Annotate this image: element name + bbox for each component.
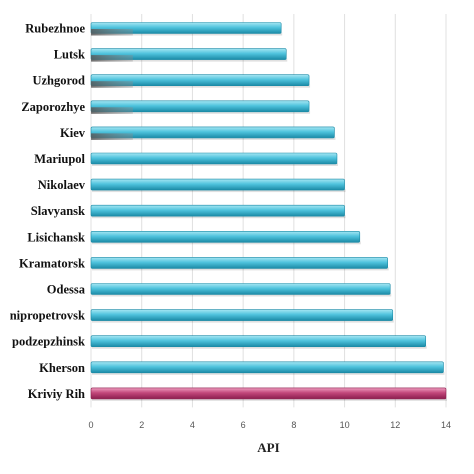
bar [90, 126, 336, 140]
x-tick-label: 10 [340, 420, 350, 430]
x-tick-label: 0 [88, 420, 93, 430]
bar-shadow [92, 136, 336, 140]
category-label: Odessa [47, 283, 86, 297]
x-tick-label: 14 [441, 420, 451, 430]
x-axis-title: API [257, 440, 279, 455]
bar [90, 152, 338, 166]
bar-rect [90, 309, 394, 321]
category-labels: Rubezhnoe Lutsk Uzhgorod Zaporozhye Kiev Mari… [10, 22, 86, 401]
category-label: podzepzhinsk [12, 335, 85, 349]
bar-shadow [92, 241, 361, 245]
bar-axis-shade [91, 107, 133, 114]
bar [90, 204, 346, 219]
bar-rect [90, 178, 345, 191]
bar-rect [90, 74, 310, 86]
x-tick-label: 6 [241, 420, 246, 430]
bars [90, 22, 447, 401]
bar-axis-shade [91, 133, 133, 140]
x-tick-label: 8 [291, 420, 296, 430]
bar-shadow [92, 371, 445, 375]
bar [90, 387, 447, 401]
x-tick-label: 12 [390, 420, 400, 430]
bar-shadow [92, 58, 288, 62]
bar-rect [90, 152, 338, 165]
bar-rect [90, 48, 287, 60]
bar [90, 309, 394, 323]
bar [90, 100, 311, 114]
bar [90, 178, 346, 193]
bar [90, 257, 389, 271]
bar [90, 335, 427, 349]
bar-shadow [92, 319, 394, 323]
category-label: Uzhgorod [32, 74, 85, 88]
bar-shadow [92, 345, 427, 349]
bar-shadow [92, 163, 338, 166]
category-label: Kiev [60, 126, 86, 140]
bar-shadow [92, 32, 283, 36]
category-label: Nikolaev [38, 178, 86, 192]
category-label: Kherson [39, 361, 85, 375]
category-label: Lutsk [54, 48, 85, 62]
bar-rect [90, 204, 345, 217]
bar [90, 283, 392, 297]
bar-rect [90, 257, 388, 269]
bar-axis-shade [91, 29, 133, 36]
bar-shadow [92, 215, 346, 219]
bar-rect [90, 100, 310, 113]
category-label: Zaporozhye [21, 100, 85, 114]
category-label: Lisichansk [27, 230, 85, 244]
bar-shadow [92, 293, 392, 297]
bar [90, 361, 445, 375]
x-tick-label: 4 [190, 420, 195, 430]
bar-shadow [92, 110, 311, 114]
bar-shadow [92, 397, 447, 401]
bar-rect [90, 361, 444, 374]
bar [90, 74, 311, 88]
bar-shadow [92, 267, 389, 271]
bar-rect [90, 22, 282, 34]
category-label: Slavyansk [31, 204, 85, 218]
bar-axis-shade [91, 81, 133, 88]
category-label: Mariupol [34, 152, 85, 166]
bar-shadow [92, 84, 311, 88]
bar-shadow [92, 189, 346, 193]
bar-rect [90, 283, 391, 295]
bar [90, 48, 288, 62]
bar [90, 22, 283, 36]
bar [90, 231, 361, 245]
x-tick-label: 2 [139, 420, 144, 430]
x-tick-labels: 0 2 4 6 8 10 12 14 [88, 420, 451, 430]
category-label: nipropetrovsk [10, 309, 85, 323]
bar-rect [90, 126, 335, 139]
bar-axis-shade [91, 55, 133, 62]
category-label: Rubezhnoe [25, 22, 85, 36]
bar-rect [90, 387, 447, 400]
category-label: Kramatorsk [19, 256, 85, 270]
bar-rect [90, 231, 361, 243]
category-label: Kriviy Rih [28, 387, 85, 401]
bar-rect [90, 335, 427, 348]
